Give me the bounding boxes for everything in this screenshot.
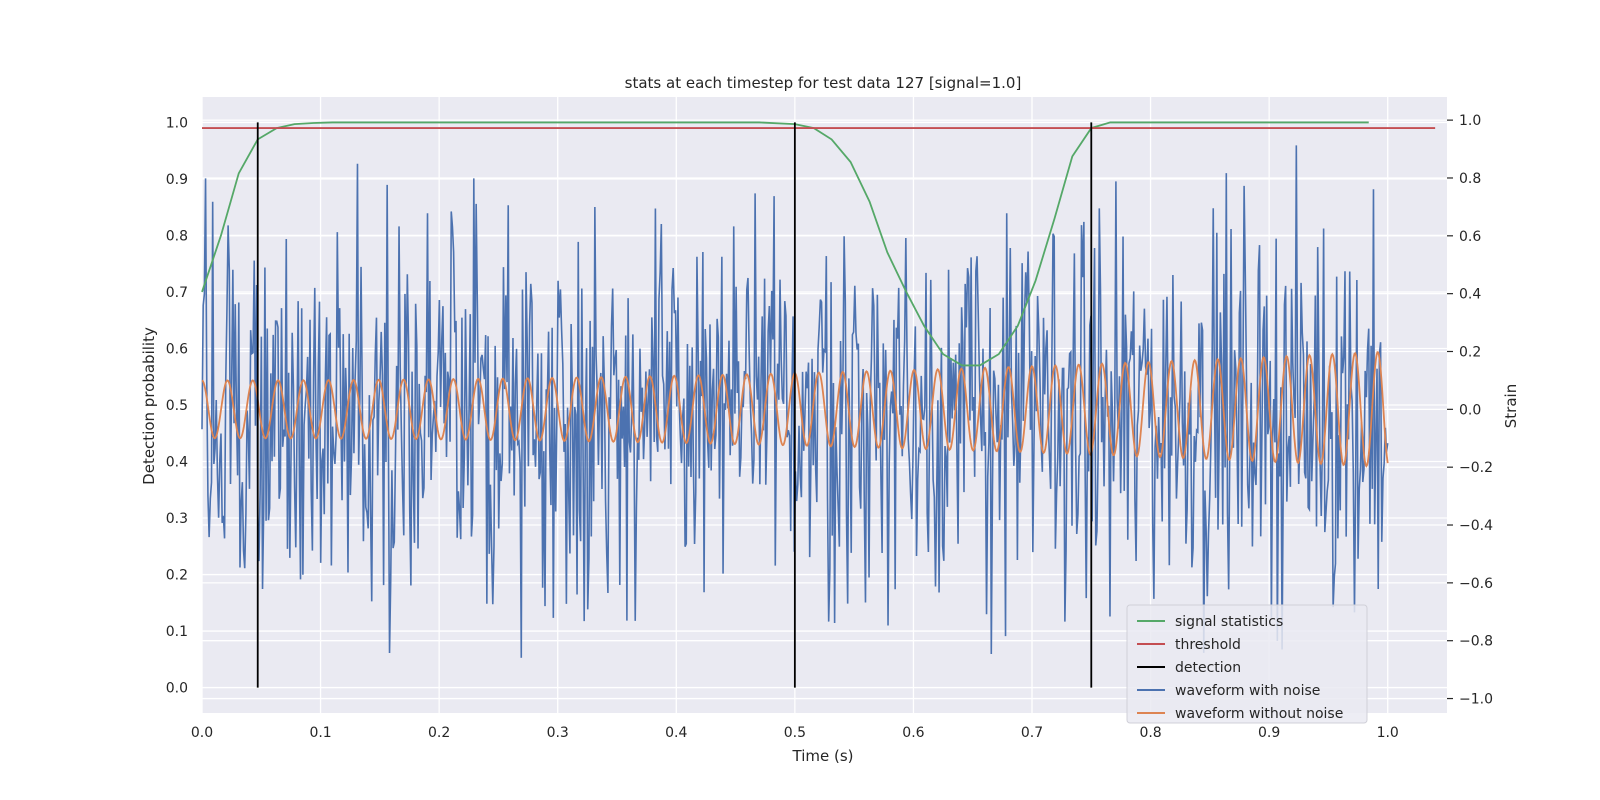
y-right-tick-label: 0.8 — [1459, 171, 1481, 187]
x-tick-label: 0.2 — [428, 725, 450, 741]
legend-box — [1126, 604, 1368, 724]
legend: signal statistics threshold detection wavef… — [1126, 604, 1368, 724]
y-tick-label: 0.1 — [166, 624, 188, 640]
x-tick-label: 1.0 — [1377, 725, 1399, 741]
y-right-tick-label: 0.2 — [1459, 344, 1481, 360]
x-axis-label: Time (s) — [792, 747, 854, 765]
y-right-tick-label: −1.0 — [1459, 692, 1493, 708]
y-right-tick-label: 1.0 — [1459, 113, 1481, 129]
legend-label: waveform with noise — [1175, 683, 1320, 699]
series-layer — [201, 121, 1436, 688]
y-tick-label: 0.3 — [166, 511, 188, 527]
legend-label: threshold — [1175, 637, 1241, 653]
y-right-tick-label: 0.0 — [1459, 402, 1481, 418]
y-tick-label: 0.9 — [166, 172, 188, 188]
y-tick-label: 0.2 — [166, 568, 188, 584]
y-right-tick-label: 0.4 — [1459, 287, 1481, 303]
y-tick-label: 0.7 — [166, 285, 188, 301]
x-tick-label: 0.5 — [784, 725, 806, 741]
x-tick-label: 0.0 — [191, 725, 213, 741]
y-tick-label: 0.4 — [166, 455, 188, 471]
y-tick-label: 0.6 — [166, 341, 188, 357]
x-tick-label: 0.3 — [547, 725, 569, 741]
y-axis-label: Detection probability — [140, 327, 158, 485]
chart-title: stats at each timestep for test data 127… — [625, 74, 1022, 92]
y-right-tick-label: −0.2 — [1459, 460, 1493, 476]
y-right-axis-label: Strain — [1502, 384, 1520, 428]
y-right-tick-label: 0.6 — [1459, 229, 1481, 245]
x-tick-label: 0.1 — [309, 725, 331, 741]
ticks: 0.0 0.1 0.2 0.3 0.4 0.5 0.6 0.7 0.8 0.9 1.0 0.0 0.1 0… — [166, 113, 1493, 741]
legend-label: signal statistics — [1175, 614, 1283, 630]
series-signal-statistics — [201, 121, 1369, 367]
legend-label: detection — [1175, 660, 1241, 676]
x-tick-label: 0.6 — [902, 725, 924, 741]
y-right-tick-label: −0.8 — [1459, 634, 1493, 650]
y-tick-label: 0.0 — [166, 681, 188, 697]
x-tick-label: 0.8 — [1139, 725, 1161, 741]
y-tick-label: 1.0 — [166, 115, 188, 131]
x-tick-label: 0.4 — [665, 725, 687, 741]
y-tick-label: 0.5 — [166, 398, 188, 414]
y-tick-label: 0.8 — [166, 228, 188, 244]
x-tick-label: 0.7 — [1021, 725, 1043, 741]
y-right-tick-label: −0.4 — [1459, 518, 1493, 534]
y-right-tick-label: −0.6 — [1459, 576, 1493, 592]
legend-label: waveform without noise — [1175, 706, 1343, 722]
x-tick-label: 0.9 — [1258, 725, 1280, 741]
